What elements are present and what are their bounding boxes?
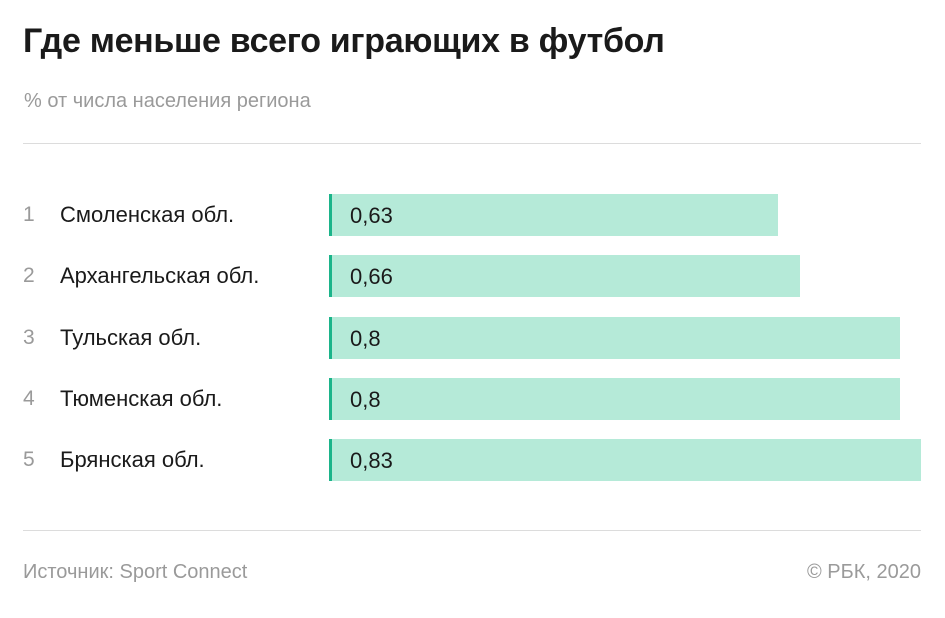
data-label: 0,66 [350,264,393,289]
category-label: Тульская обл. [60,325,202,350]
bar-row: 2 Архангельская обл. 0,66 [0,254,945,298]
chart-subtitle: % от числа населения региона [24,90,311,112]
bar-row: 1 Смоленская обл. 0,63 [0,193,945,237]
bar-track: 0,8 [329,378,921,420]
bar-start-marker [329,317,332,359]
bar-track: 0,83 [329,439,921,481]
bar-row: 3 Тульская обл. 0,8 [0,316,945,360]
bar-start-marker [329,439,332,481]
bar-track: 0,66 [329,255,921,297]
category-label: Брянская обл. [60,447,205,472]
bar-start-marker [329,194,332,236]
rank-label: 4 [23,387,35,410]
bar [329,194,779,236]
bar [329,255,800,297]
bar-track: 0,63 [329,194,921,236]
category-label: Архангельская обл. [60,263,260,288]
data-label: 0,8 [350,326,381,351]
data-label: 0,63 [350,203,393,228]
bar-row: 4 Тюменская обл. 0,8 [0,377,945,421]
bar-start-marker [329,255,332,297]
copyright-credit: © РБК, 2020 [806,561,921,583]
rank-label: 5 [23,448,35,471]
category-label: Смоленская обл. [60,202,235,227]
bar-start-marker [329,378,332,420]
chart-title: Где меньше всего играющих в футбол [23,22,665,60]
rank-label: 3 [23,326,35,349]
bar-row: 5 Брянская обл. 0,83 [0,438,945,482]
category-label: Тюменская обл. [60,386,223,411]
bar-track: 0,8 [329,317,921,359]
rank-label: 2 [23,264,35,287]
bar [329,378,900,420]
data-label: 0,8 [350,387,381,412]
data-label: 0,83 [350,448,393,473]
source-note: Источник: Sport Connect [23,561,248,583]
rank-label: 1 [23,203,35,226]
bottom-divider [23,530,921,531]
bar [329,439,921,481]
bar [329,317,900,359]
top-divider [23,143,921,144]
